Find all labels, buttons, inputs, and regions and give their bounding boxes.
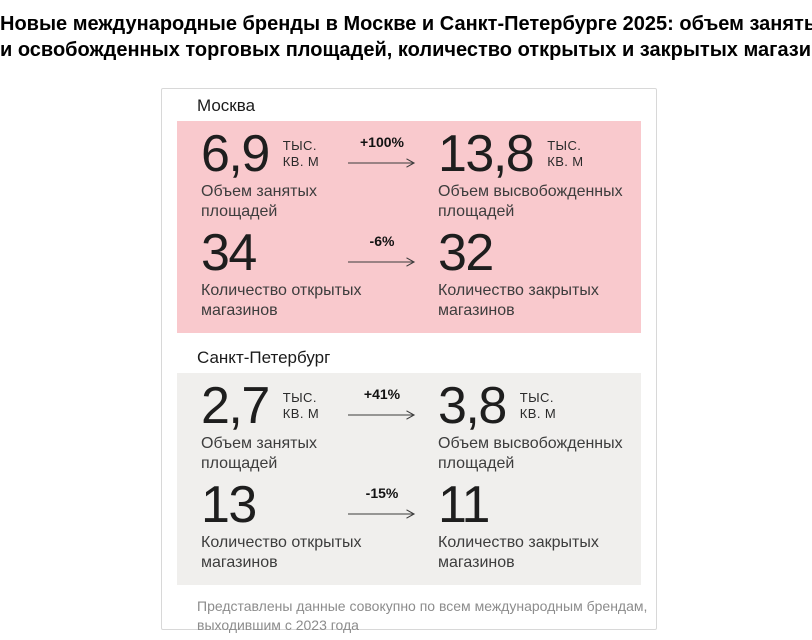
stat-opened-stores: 34 Количество открытых магазинов [201,224,361,321]
stat-unit-line: ТЫС. [519,390,554,405]
infographic-card: Москва 6,9 ТЫС. КВ. М Объем занятых площ… [161,88,657,633]
stat-label-line: Объем занятых [201,183,317,200]
stat-unit-line: КВ. М [282,154,320,169]
change-stores: -15% [336,482,428,573]
stat-value: 3,8 [438,377,507,435]
section-title-spb: Санкт-Петербург [197,348,331,367]
stat-value: 32 [438,224,494,282]
stat-label: Объем высвобожденных площадей [438,434,658,474]
stat-label-line: площадей [201,203,278,220]
change-indicator: -6% [347,230,417,321]
change-indicator: -15% [347,482,417,573]
footnote-line: выходившим с 2023 года [197,617,359,633]
stat-label-line: магазинов [201,554,278,571]
stat-opened-stores: 13 Количество открытых магазинов [201,476,361,573]
stat-label: Объем высвобожденных площадей [438,182,658,222]
change-stores: -6% [336,230,428,321]
stat-occupied-area: 2,7 ТЫС. КВ. М Объем занятых площадей [201,377,336,474]
change-indicator: +100% [347,131,417,222]
change-percent: +100% [360,134,404,150]
stat-row-stores: 13 Количество открытых магазинов -15% 11 [201,476,621,573]
change-indicator: +41% [347,383,417,474]
stat-row-area: 6,9 ТЫС. КВ. М Объем занятых площадей +1… [201,125,623,222]
page-title-line-2: и освобожденных торговых площадей, колич… [0,39,812,61]
stat-label-line: площадей [438,203,515,220]
stat-value: 11 [438,476,490,534]
arrow-right-icon [347,409,417,421]
page-title-line-1: Новые международные бренды в Москве и Са… [0,13,812,35]
stat-unit: ТЫС. КВ. М [283,138,319,170]
moscow-stats-panel: 6,9 ТЫС. КВ. М Объем занятых площадей +1… [177,121,641,333]
stat-label-line: магазинов [438,554,515,571]
stat-unit-line: КВ. М [282,406,320,421]
stat-freed-area: 3,8 ТЫС. КВ. М Объем высвобожденных площ… [428,377,658,474]
stat-label-line: Объем высвобожденных [438,183,623,200]
spb-stats-panel: 2,7 ТЫС. КВ. М Объем занятых площадей +4… [177,373,641,585]
change-area: +100% [336,131,428,222]
stat-label-line: магазинов [438,302,515,319]
stat-unit: ТЫС. КВ. М [547,138,583,170]
stat-value: 13,8 [438,125,535,183]
stat-label: Количество закрытых магазинов [438,533,658,573]
stat-row-stores: 34 Количество открытых магазинов -6% 32 [201,224,621,321]
stat-label: Объем занятых площадей [201,182,421,222]
stat-label-line: Количество открытых [201,534,362,551]
stat-label: Объем занятых площадей [201,434,421,474]
stat-label-line: Объем занятых [201,435,317,452]
stat-value: 34 [201,224,257,282]
stat-label-line: площадей [201,455,278,472]
stat-label: Количество открытых магазинов [201,533,421,573]
stat-closed-stores: 11 Количество закрытых магазинов [428,476,658,573]
arrow-right-icon [347,157,417,169]
stat-freed-area: 13,8 ТЫС. КВ. М Объем высвобожденных пло… [428,125,658,222]
stat-label-line: магазинов [201,302,278,319]
stat-unit: ТЫС. КВ. М [520,390,556,422]
stat-label-line: Объем высвобожденных [438,435,623,452]
change-percent: -6% [369,233,395,249]
stat-closed-stores: 32 Количество закрытых магазинов [428,224,658,321]
stat-unit-line: ТЫС. [282,138,317,153]
footnote-line: Представлены данные совокупно по всем ме… [197,598,648,614]
stat-label-line: Количество закрытых [438,534,599,551]
stat-unit-line: ТЫС. [282,390,317,405]
stat-unit-line: КВ. М [547,154,584,169]
stat-value: 13 [201,476,257,534]
stat-row-area: 2,7 ТЫС. КВ. М Объем занятых площадей +4… [201,377,623,474]
change-percent: +41% [363,386,401,402]
change-percent: -15% [365,485,399,501]
stat-label-line: площадей [438,455,515,472]
stat-label-line: Количество закрытых [438,282,599,299]
stat-label-line: Количество открытых [201,282,362,299]
stat-unit: ТЫС. КВ. М [283,390,319,422]
change-area: +41% [336,383,428,474]
stat-occupied-area: 6,9 ТЫС. КВ. М Объем занятых площадей [201,125,336,222]
stat-value: 6,9 [201,125,270,183]
arrow-right-icon [347,508,417,520]
section-title-moscow: Москва [197,96,256,115]
stat-label: Количество закрытых магазинов [438,281,658,321]
page-title: Новые международные бренды в Москве и Са… [0,0,812,63]
stat-label: Количество открытых магазинов [201,281,421,321]
stat-unit-line: КВ. М [519,406,557,421]
arrow-right-icon [347,256,417,268]
footnote: Представлены данные совокупно по всем ме… [197,597,648,635]
stat-value: 2,7 [201,377,270,435]
stat-unit-line: ТЫС. [547,138,582,153]
